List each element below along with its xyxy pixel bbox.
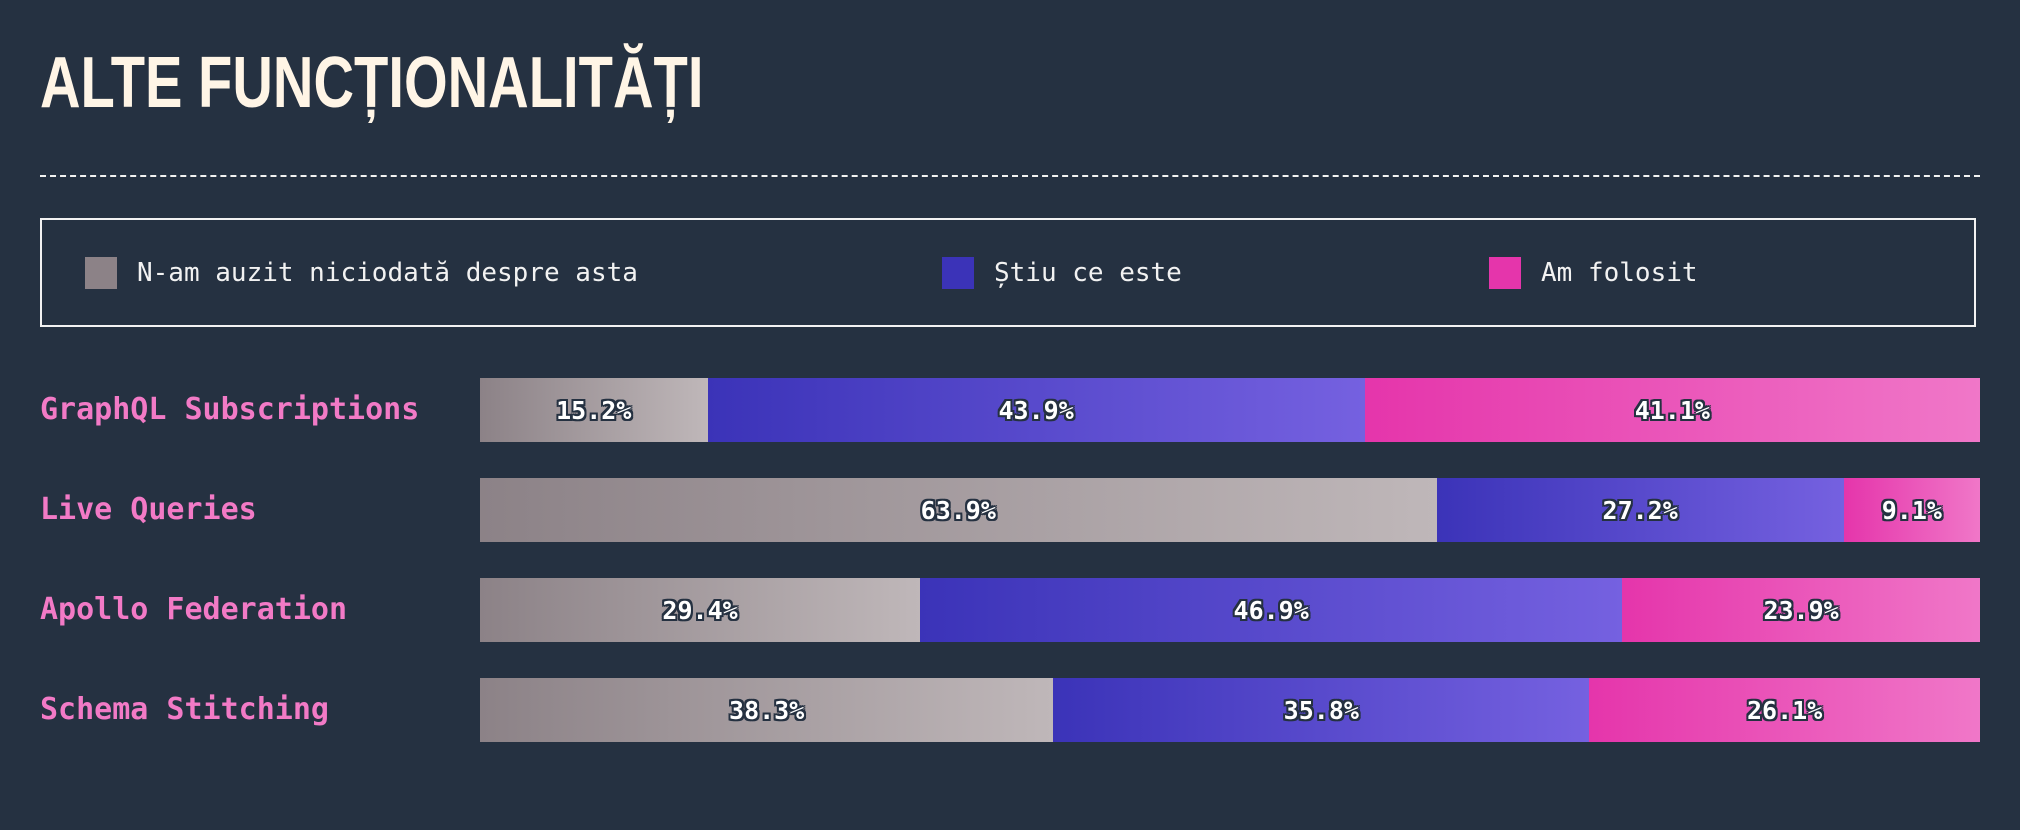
data-label: 41.1% bbox=[1634, 395, 1710, 425]
legend-item-never-heard[interactable]: N-am auzit niciodată despre asta bbox=[85, 220, 638, 325]
data-label: 9.1% bbox=[1881, 495, 1942, 525]
data-label: 23.9% bbox=[1763, 595, 1839, 625]
chart-legend: N-am auzit niciodată despre asta Știu ce… bbox=[40, 218, 1976, 327]
bar-row-graphql-subscriptions: 15.2% 43.9% 41.1% bbox=[480, 378, 1980, 442]
data-label: 29.4% bbox=[662, 595, 738, 625]
bar-row-apollo-federation: 29.4% 46.9% 23.9% bbox=[480, 578, 1980, 642]
bar-segment-know-what-it-is[interactable]: 46.9% bbox=[920, 578, 1623, 642]
legend-label-used: Am folosit bbox=[1541, 257, 1698, 288]
dashed-divider bbox=[40, 175, 1980, 177]
bar-segment-know-what-it-is[interactable]: 27.2% bbox=[1436, 478, 1844, 542]
bar-segment-used[interactable]: 26.1% bbox=[1589, 678, 1980, 742]
legend-item-know-what-it-is[interactable]: Știu ce este bbox=[942, 220, 1182, 325]
legend-swatch-never-heard bbox=[85, 256, 117, 289]
legend-label-know-what-it-is: Știu ce este bbox=[994, 257, 1182, 288]
row-label-apollo-federation: Apollo Federation bbox=[40, 592, 348, 627]
bar-row-schema-stitching: 38.3% 35.8% 26.1% bbox=[480, 678, 1980, 742]
bar-row-live-queries: 63.9% 27.2% 9.1% bbox=[480, 478, 1980, 542]
data-label: 46.9% bbox=[1233, 595, 1309, 625]
data-label: 38.3% bbox=[729, 695, 805, 725]
legend-label-never-heard: N-am auzit niciodată despre asta bbox=[137, 257, 638, 288]
bar-segment-never-heard[interactable]: 15.2% bbox=[480, 378, 708, 442]
bar-segment-used[interactable]: 41.1% bbox=[1364, 378, 1980, 442]
legend-item-used[interactable]: Am folosit bbox=[1489, 220, 1698, 325]
bar-segment-never-heard[interactable]: 63.9% bbox=[480, 478, 1437, 542]
data-label: 43.9% bbox=[998, 395, 1074, 425]
bar-segment-used[interactable]: 9.1% bbox=[1843, 478, 1980, 542]
bar-segment-used[interactable]: 23.9% bbox=[1622, 578, 1980, 642]
bar-segment-never-heard[interactable]: 29.4% bbox=[480, 578, 921, 642]
data-label: 27.2% bbox=[1602, 495, 1678, 525]
page-title: ALTE FUNCȚIONALITĂȚI bbox=[40, 43, 704, 123]
row-label-graphql-subscriptions: GraphQL Subscriptions bbox=[40, 392, 420, 427]
row-label-live-queries: Live Queries bbox=[40, 492, 257, 527]
row-label-schema-stitching: Schema Stitching bbox=[40, 692, 329, 727]
data-label: 63.9% bbox=[920, 495, 996, 525]
bar-segment-know-what-it-is[interactable]: 35.8% bbox=[1053, 678, 1590, 742]
bar-segment-never-heard[interactable]: 38.3% bbox=[480, 678, 1054, 742]
legend-swatch-used bbox=[1489, 256, 1521, 289]
data-label: 15.2% bbox=[556, 395, 632, 425]
bar-segment-know-what-it-is[interactable]: 43.9% bbox=[707, 378, 1365, 442]
data-label: 26.1% bbox=[1746, 695, 1823, 725]
legend-swatch-know-what-it-is bbox=[942, 256, 974, 289]
data-label: 35.8% bbox=[1283, 695, 1359, 725]
